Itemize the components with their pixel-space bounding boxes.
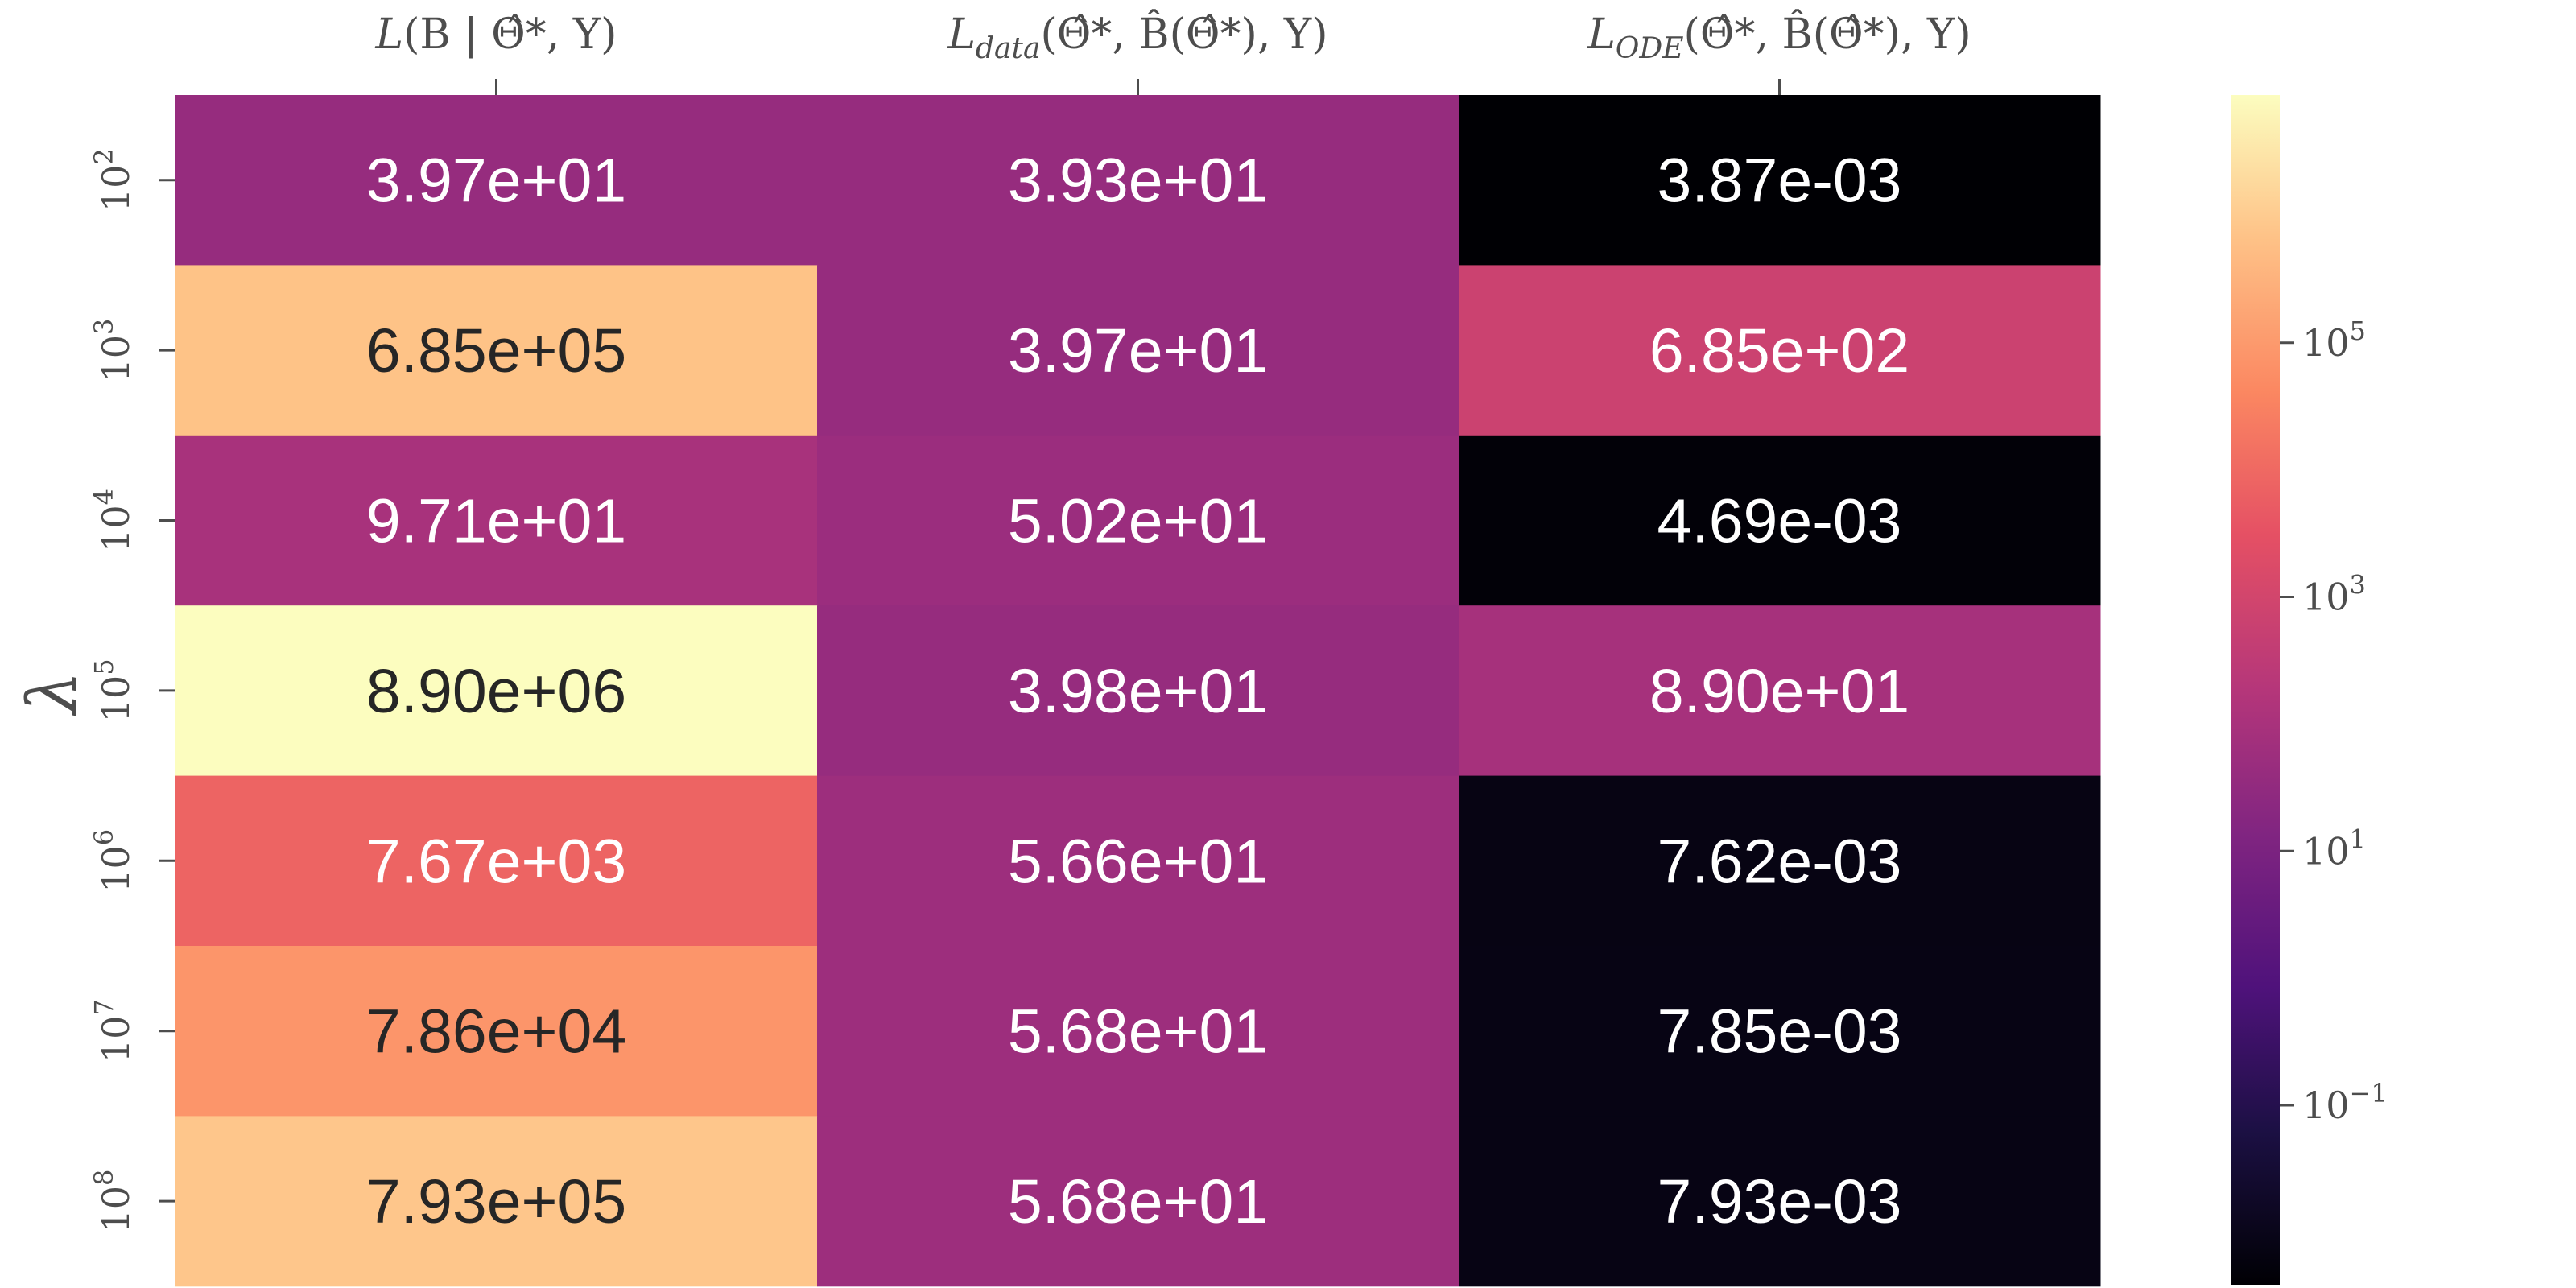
colorbar-tick-base: 10 — [2302, 576, 2350, 619]
colorbar-tick-base: 10 — [2302, 1084, 2350, 1127]
colorbar-tick-label: 101 — [2302, 824, 2366, 873]
row-tick-base: 10 — [94, 845, 138, 893]
row-tick-exponent: 8 — [89, 1170, 119, 1186]
cell-value-label: 5.66e+01 — [1008, 827, 1268, 896]
row-tick-base: 10 — [94, 505, 138, 552]
cell-value-label: 3.87e-03 — [1657, 147, 1902, 216]
row-tick-base: 10 — [94, 1016, 138, 1063]
heatmap-cell — [175, 435, 818, 606]
column-label-arguments: (Θ̂*, B̂(Θ̂*), Y) — [1040, 10, 1327, 59]
heatmap-cell — [1459, 95, 2101, 266]
colorbar-tick-exponent: 1 — [2350, 824, 2366, 854]
row-tick-base: 10 — [94, 675, 138, 723]
cell-value-label: 5.68e+01 — [1008, 1167, 1268, 1236]
heatmap-cell — [817, 775, 1459, 947]
cell-value-label: 9.71e+01 — [366, 487, 626, 556]
colorbar-tick-exponent: −1 — [2350, 1078, 2388, 1108]
heatmap-cell — [175, 605, 818, 777]
colorbar-tick-label: 10−1 — [2302, 1078, 2388, 1127]
heatmap-cell — [1459, 605, 2101, 777]
cell-value-label: 7.67e+03 — [366, 827, 626, 896]
heatmap-cell — [1459, 775, 2101, 947]
column-label: L(B | Θ̂*, Y) — [375, 10, 617, 59]
row-tick-label: 107 — [89, 999, 138, 1063]
column-label-arguments: (Θ̂*, B̂(Θ̂*), Y) — [1684, 10, 1971, 59]
cell-value-label: 3.97e+01 — [366, 147, 626, 216]
row-tick-label: 104 — [89, 489, 138, 552]
heatmap-cell — [1459, 1116, 2101, 1287]
heatmap-cell — [817, 95, 1459, 266]
column-label-base: L — [1587, 10, 1616, 59]
cell-value-label: 5.02e+01 — [1008, 487, 1268, 556]
cell-value-label: 7.85e-03 — [1657, 997, 1902, 1067]
row-tick-exponent: 3 — [89, 319, 119, 335]
heatmap-cell — [817, 605, 1459, 777]
column-label: Ldata(Θ̂*, B̂(Θ̂*), Y) — [947, 10, 1327, 65]
row-tick-exponent: 5 — [89, 658, 119, 675]
cell-value-label: 3.98e+01 — [1008, 657, 1268, 726]
colorbar-tick-exponent: 3 — [2350, 570, 2366, 601]
column-label-arguments: (B | Θ̂*, Y) — [403, 10, 617, 59]
row-tick-exponent: 4 — [89, 489, 119, 505]
heatmap-cell — [175, 775, 818, 947]
row-tick-label: 103 — [89, 319, 138, 382]
cell-value-label: 8.90e+06 — [366, 657, 626, 726]
heatmap-cell — [817, 1116, 1459, 1287]
heatmap-cell — [817, 265, 1459, 436]
column-label-subscript: ODE — [1616, 32, 1684, 65]
row-tick-base: 10 — [94, 165, 138, 213]
heatmap-cell — [175, 265, 818, 436]
column-labels: L(B | Θ̂*, Y) Ldata(Θ̂*, B̂(Θ̂*), Y) LODE(… — [375, 10, 1971, 95]
cell-value-label: 3.97e+01 — [1008, 316, 1268, 386]
colorbar-tick-label: 103 — [2302, 570, 2366, 619]
heatmap-cell — [175, 946, 818, 1117]
row-tick-label: 102 — [89, 148, 138, 212]
row-tick-exponent: 2 — [89, 148, 119, 164]
cell-value-label: 7.86e+04 — [366, 997, 626, 1067]
cell-value-label: 5.68e+01 — [1008, 997, 1268, 1067]
colorbar-tick-label: 105 — [2302, 316, 2366, 365]
cell-value-label: 3.93e+01 — [1008, 147, 1268, 216]
cell-value-label: 7.93e+05 — [366, 1167, 626, 1236]
colorbar-tick-base: 10 — [2302, 321, 2350, 365]
colorbar-gradient — [2231, 95, 2280, 1285]
row-tick-exponent: 7 — [89, 999, 119, 1015]
row-tick-label: 106 — [89, 829, 138, 893]
column-label-subscript: data — [976, 32, 1040, 65]
row-tick-label: 105 — [89, 658, 138, 722]
column-label-base: L — [947, 10, 976, 59]
row-tick-exponent: 6 — [89, 829, 119, 845]
heatmap-cell — [175, 1116, 818, 1287]
heatmap-cell — [1459, 946, 2101, 1117]
cell-value-label: 6.85e+02 — [1649, 316, 1909, 386]
heatmap-cells: 3.97e+01 3.93e+01 3.87e-03 6.85e+05 3.97e+01… — [175, 95, 2101, 1287]
colorbar-tick-base: 10 — [2302, 829, 2350, 873]
row-tick-label: 108 — [89, 1170, 138, 1233]
cell-value-label: 7.62e-03 — [1657, 827, 1902, 896]
heatmap-cell — [175, 95, 818, 266]
row-tick-base: 10 — [94, 1186, 138, 1233]
colorbar-tick-exponent: 5 — [2350, 316, 2366, 346]
column-label-base: L — [375, 10, 404, 59]
cell-value-label: 6.85e+05 — [366, 316, 626, 386]
heatmap-cell — [817, 435, 1459, 606]
cell-value-label: 8.90e+01 — [1649, 657, 1909, 726]
y-axis-label: λ — [13, 671, 92, 716]
row-tick-base: 10 — [94, 335, 138, 382]
heatmap-cell — [1459, 265, 2101, 436]
heatmap-cell — [817, 946, 1459, 1117]
column-label: LODE(Θ̂*, B̂(Θ̂*), Y) — [1587, 10, 1971, 65]
heatmap-cell — [1459, 435, 2101, 606]
cell-value-label: 7.93e-03 — [1657, 1167, 1902, 1236]
cell-value-label: 4.69e-03 — [1657, 487, 1902, 556]
